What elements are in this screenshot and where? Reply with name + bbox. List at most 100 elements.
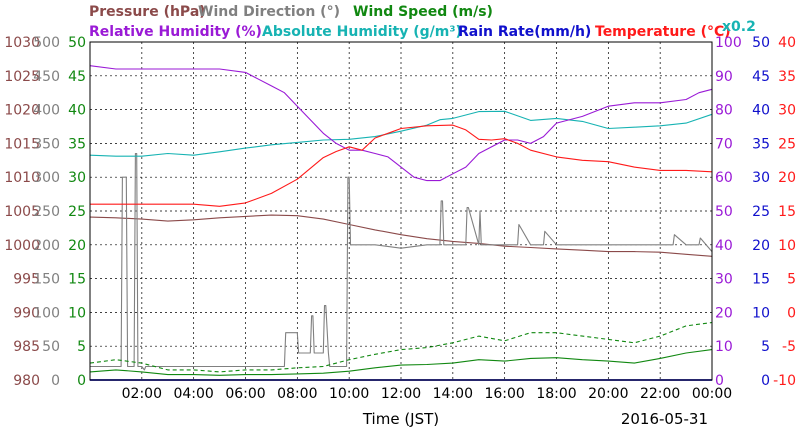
- tick-label-wind-speed: 45: [68, 69, 86, 85]
- x-tick-label: 08:00: [277, 386, 317, 402]
- tick-label-pressure: 1030: [4, 35, 40, 51]
- series-line-temperature-c: [90, 124, 713, 207]
- tick-label-wind-direction: 250: [33, 204, 60, 220]
- tick-label-humidity: 70: [715, 136, 733, 152]
- x-tick-label: 22:00: [640, 386, 680, 402]
- date-label: 2016-05-31: [621, 410, 708, 428]
- tick-label-temperature: 40: [778, 35, 796, 51]
- series-line-wind-direction: [90, 152, 713, 371]
- legend-item: Relative Humidity (%): [89, 24, 262, 40]
- tick-label-humidity: 40: [715, 238, 733, 254]
- tick-label-temperature: 35: [778, 69, 796, 85]
- tick-label-wind-speed: 5: [77, 339, 86, 355]
- x-tick-label: 02:00: [122, 386, 162, 402]
- tick-label-pressure: 1020: [4, 103, 40, 119]
- tick-label-humidity: 50: [715, 204, 733, 220]
- tick-label-wind-speed: 40: [68, 103, 86, 119]
- tick-label-humidity: 0: [715, 373, 724, 389]
- tick-label-rain-rate: 35: [752, 136, 770, 152]
- legend-item: Wind Speed (m/s): [353, 4, 493, 20]
- tick-label-rain-rate: 0: [761, 373, 770, 389]
- tick-label-pressure: 1010: [4, 170, 40, 186]
- tick-label-humidity: 10: [715, 339, 733, 355]
- series-line-relative-humidity: [89, 65, 713, 182]
- tick-label-pressure: 1005: [4, 204, 40, 220]
- tick-label-temperature: 25: [778, 136, 796, 152]
- tick-label-temperature: 0: [787, 305, 796, 321]
- axes: 9809859909951000100510101015102010251030…: [4, 35, 796, 389]
- tick-label-rain-rate: 40: [752, 103, 770, 119]
- tick-label-rain-rate: 30: [752, 170, 770, 186]
- tick-label-wind-direction: 300: [33, 170, 60, 186]
- tick-label-wind-direction: 400: [33, 103, 60, 119]
- tick-label-wind-direction: 350: [33, 136, 60, 152]
- tick-label-rain-rate: 45: [752, 69, 770, 85]
- tick-label-wind-speed: 35: [68, 136, 86, 152]
- legend-item: Absolute Humidity (g/m³): [262, 24, 462, 40]
- legend-item: Temperature (°C): [595, 24, 731, 40]
- tick-label-humidity: 30: [715, 272, 733, 288]
- tick-label-wind-direction: 150: [33, 272, 60, 288]
- x-axis-title: Time (JST): [362, 410, 439, 428]
- tick-label-wind-speed: 25: [68, 204, 86, 220]
- x-tick-label: 18:00: [536, 386, 576, 402]
- tick-label-pressure: 980: [13, 373, 40, 389]
- tick-label-wind-direction: 500: [33, 35, 60, 51]
- tick-label-wind-speed: 0: [77, 373, 86, 389]
- tick-label-humidity: 20: [715, 305, 733, 321]
- legend-scale-note: x0.2: [722, 19, 756, 35]
- tick-label-temperature: -10: [773, 373, 796, 389]
- tick-label-rain-rate: 15: [752, 272, 770, 288]
- tick-label-rain-rate: 25: [752, 204, 770, 220]
- tick-label-temperature: 15: [778, 204, 796, 220]
- series-line-wind-speed-gust-m-s: [89, 321, 713, 373]
- tick-label-temperature: 20: [778, 170, 796, 186]
- series-line-wind-speed-m-s: [89, 349, 713, 376]
- x-tick-label: 16:00: [484, 386, 524, 402]
- x-tick-label: 06:00: [225, 386, 265, 402]
- legend-item: Rain Rate(mm/h): [458, 24, 591, 40]
- x-tick-label: 14:00: [433, 386, 473, 402]
- tick-label-wind-speed: 50: [68, 35, 86, 51]
- tick-label-pressure: 990: [13, 305, 40, 321]
- tick-label-humidity: 100: [715, 35, 742, 51]
- tick-label-temperature: 5: [787, 272, 796, 288]
- tick-label-wind-speed: 20: [68, 238, 86, 254]
- tick-label-wind-speed: 10: [68, 305, 86, 321]
- tick-label-wind-direction: 100: [33, 305, 60, 321]
- grid: [90, 42, 712, 380]
- tick-label-humidity: 80: [715, 103, 733, 119]
- x-tick-label: 04:00: [173, 386, 213, 402]
- tick-label-wind-speed: 15: [68, 272, 86, 288]
- tick-label-humidity: 90: [715, 69, 733, 85]
- x-tick-label: 10:00: [329, 386, 369, 402]
- x-tick-label: 00:00: [692, 386, 732, 402]
- tick-label-temperature: 30: [778, 103, 796, 119]
- tick-label-pressure: 1025: [4, 69, 40, 85]
- tick-label-pressure: 995: [13, 272, 40, 288]
- x-axis: 02:00 04:00 06:00 08:00 10:00 12:00 14:00 16:00…: [122, 386, 733, 428]
- tick-label-wind-direction: 200: [33, 238, 60, 254]
- legend-item: Wind Direction (°): [198, 4, 340, 20]
- tick-label-pressure: 985: [13, 339, 40, 355]
- x-tick-label: 20:00: [588, 386, 628, 402]
- tick-label-wind-direction: 50: [42, 339, 60, 355]
- legend-item: Pressure (hPa): [89, 4, 206, 20]
- tick-label-rain-rate: 50: [752, 35, 770, 51]
- tick-label-rain-rate: 5: [761, 339, 770, 355]
- tick-label-pressure: 1000: [4, 238, 40, 254]
- x-tick-label: 12:00: [381, 386, 421, 402]
- tick-label-temperature: 10: [778, 238, 796, 254]
- tick-label-wind-direction: 450: [33, 69, 60, 85]
- tick-label-wind-direction: 0: [51, 373, 60, 389]
- plot-frame: [89, 41, 713, 381]
- legend: Pressure (hPa)Wind Direction (°) Wind Spe…: [89, 4, 756, 40]
- series-line-absolute-humidity-g-m: [89, 110, 713, 157]
- tick-label-humidity: 60: [715, 170, 733, 186]
- tick-label-rain-rate: 10: [752, 305, 770, 321]
- tick-label-pressure: 1015: [4, 136, 40, 152]
- tick-label-wind-speed: 30: [68, 170, 86, 186]
- tick-label-rain-rate: 20: [752, 238, 770, 254]
